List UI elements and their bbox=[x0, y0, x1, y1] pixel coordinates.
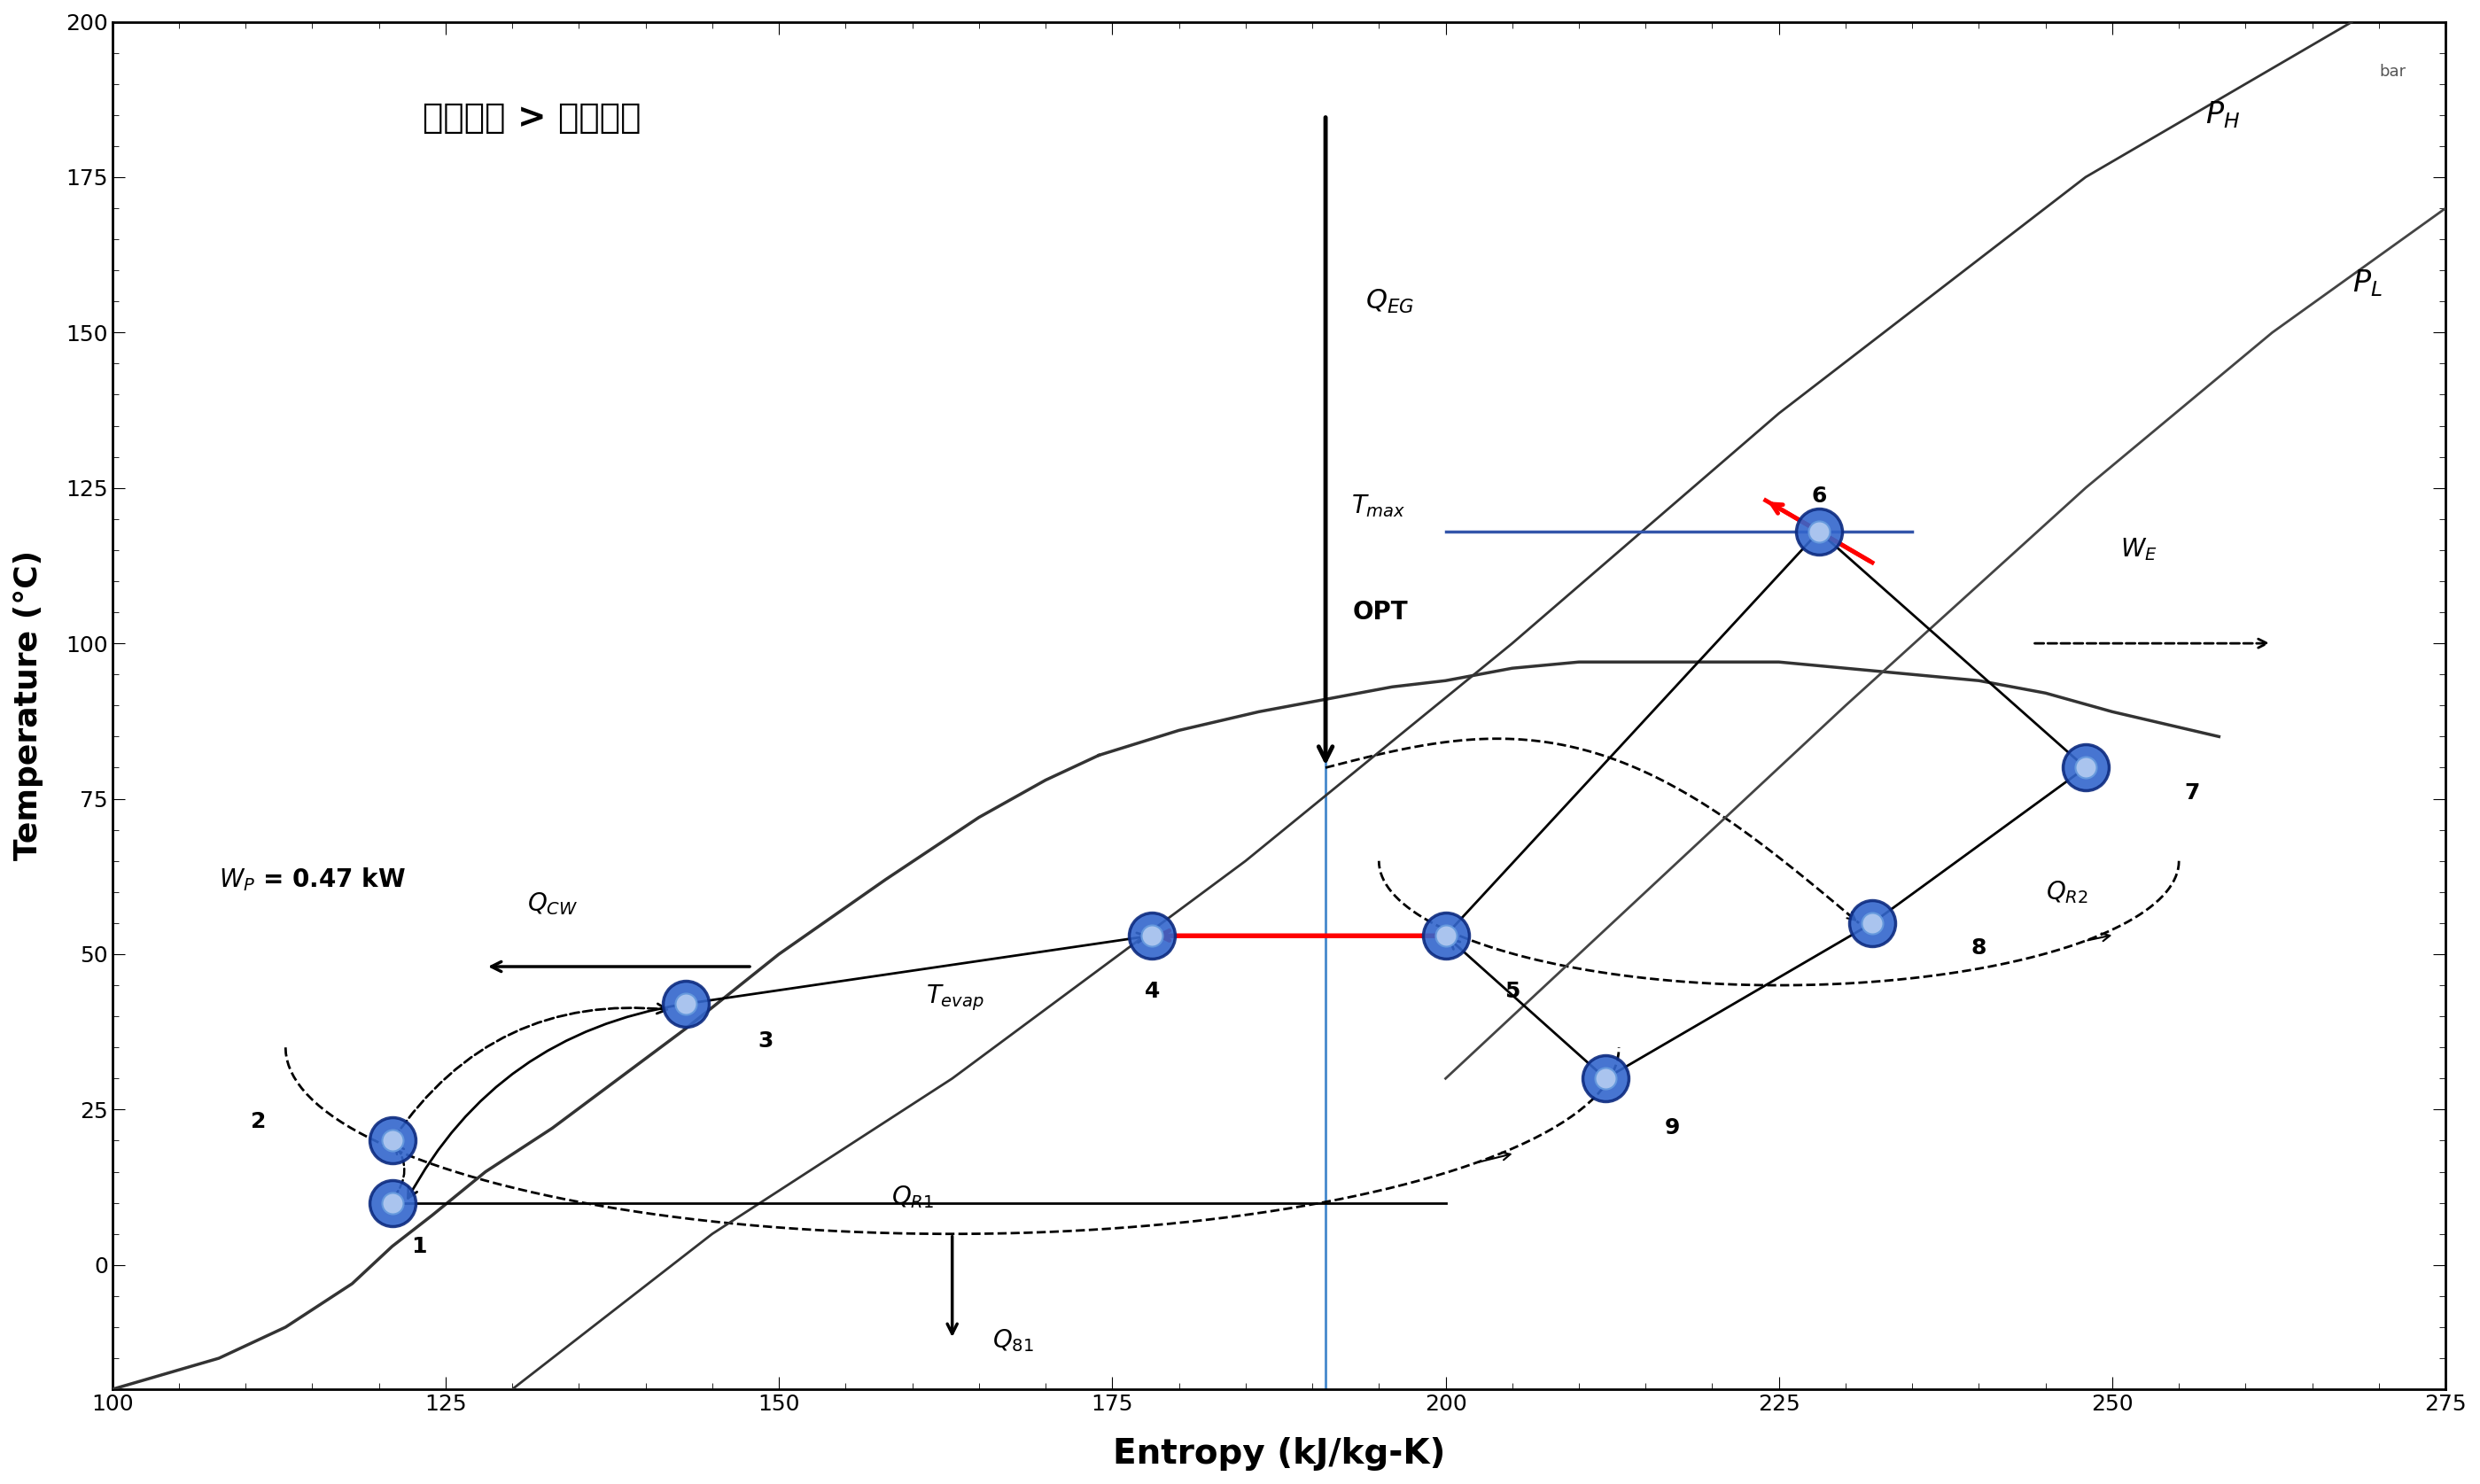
Text: $Q_{81}$: $Q_{81}$ bbox=[992, 1327, 1034, 1353]
Point bbox=[372, 1192, 412, 1215]
Point bbox=[1798, 519, 1838, 543]
Text: $Q_{R1}$: $Q_{R1}$ bbox=[890, 1184, 932, 1211]
Text: 1: 1 bbox=[412, 1236, 427, 1257]
Text: OPT: OPT bbox=[1352, 600, 1409, 625]
Text: $Q_{R2}$: $Q_{R2}$ bbox=[2046, 879, 2088, 905]
Text: bar: bar bbox=[2378, 64, 2406, 80]
X-axis label: Entropy (kJ/kg-K): Entropy (kJ/kg-K) bbox=[1114, 1437, 1446, 1471]
Text: 5: 5 bbox=[1505, 981, 1520, 1002]
Text: 8: 8 bbox=[1972, 938, 1986, 959]
Point bbox=[665, 991, 704, 1015]
Point bbox=[372, 1192, 412, 1215]
Point bbox=[1585, 1067, 1624, 1091]
Text: $P_H$: $P_H$ bbox=[2205, 99, 2239, 131]
Text: 3: 3 bbox=[759, 1030, 774, 1052]
Point bbox=[372, 1129, 412, 1153]
Text: $W_E$: $W_E$ bbox=[2120, 536, 2158, 562]
Point bbox=[1853, 911, 1892, 935]
Y-axis label: Temperature (°C): Temperature (°C) bbox=[12, 551, 45, 861]
Point bbox=[1853, 911, 1892, 935]
Text: $Q_{CW}$: $Q_{CW}$ bbox=[526, 890, 578, 917]
Text: $Q_{EG}$: $Q_{EG}$ bbox=[1366, 288, 1414, 315]
Point bbox=[1133, 923, 1173, 947]
Point bbox=[665, 991, 704, 1015]
Point bbox=[1585, 1067, 1624, 1091]
Point bbox=[1426, 923, 1466, 947]
Point bbox=[1426, 923, 1466, 947]
Point bbox=[2066, 755, 2106, 779]
Point bbox=[1133, 923, 1173, 947]
Point bbox=[1798, 519, 1838, 543]
Text: 9: 9 bbox=[1664, 1117, 1679, 1138]
Text: $T_{max}$: $T_{max}$ bbox=[1352, 493, 1406, 519]
Text: $T_{evap}$: $T_{evap}$ bbox=[925, 982, 985, 1012]
Text: 4: 4 bbox=[1146, 981, 1161, 1002]
Text: $W_P$ = 0.47 kW: $W_P$ = 0.47 kW bbox=[218, 867, 407, 893]
Text: 6: 6 bbox=[1810, 485, 1828, 506]
Text: 2: 2 bbox=[250, 1112, 265, 1132]
Text: 냉매유량 > 최적유량: 냉매유량 > 최적유량 bbox=[424, 101, 642, 134]
Text: 7: 7 bbox=[2185, 782, 2200, 803]
Point bbox=[372, 1129, 412, 1153]
Point bbox=[2066, 755, 2106, 779]
Text: $P_L$: $P_L$ bbox=[2351, 267, 2383, 298]
